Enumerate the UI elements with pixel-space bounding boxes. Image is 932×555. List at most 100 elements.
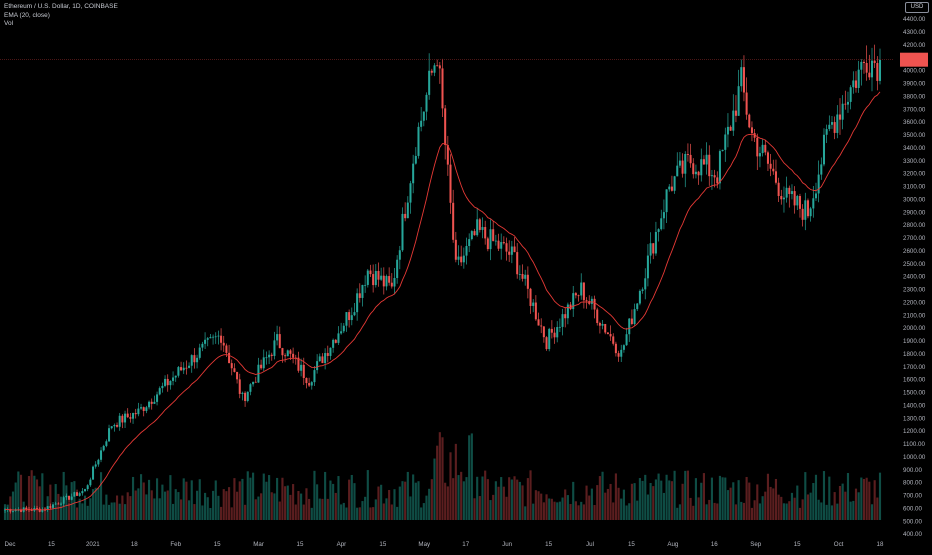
volume-bar	[852, 500, 855, 520]
volume-bar	[131, 476, 135, 520]
volume-bar	[708, 499, 711, 520]
candle-body	[438, 65, 441, 69]
ema-indicator-label[interactable]: EMA (20, close)	[4, 11, 50, 19]
candle-body	[710, 175, 713, 177]
candle-body	[310, 382, 313, 386]
volume-bar	[761, 496, 764, 520]
candle-body	[97, 459, 100, 465]
time-tick-label: Dec	[4, 541, 15, 548]
volume-bar	[262, 473, 265, 520]
candle-body	[772, 168, 775, 172]
volume-bar	[57, 493, 60, 520]
volume-bar	[460, 471, 463, 520]
volume-bar	[126, 492, 129, 520]
volume-bar	[470, 433, 473, 520]
volume-bar	[97, 487, 100, 520]
volume-bar	[502, 486, 505, 520]
candle-body	[342, 325, 345, 332]
volume-bar	[804, 472, 807, 520]
candle-body	[865, 63, 868, 73]
volume-bar	[284, 486, 287, 520]
time-tick-label: Oct	[834, 541, 844, 548]
volume-bar	[838, 485, 842, 520]
candle-body	[57, 503, 60, 505]
candle-body	[353, 312, 356, 316]
candle-body	[860, 61, 863, 70]
volume-bar	[532, 503, 535, 520]
volume-bar	[601, 471, 604, 520]
volume-bar	[398, 486, 401, 520]
candle-body	[809, 208, 812, 217]
candle-body	[158, 388, 161, 395]
volume-bar	[673, 470, 676, 520]
volume-bar	[748, 482, 751, 520]
volume-bar	[814, 474, 818, 520]
candle-body	[182, 367, 185, 371]
volume-bar	[294, 504, 297, 520]
currency-button[interactable]: USD	[905, 2, 929, 13]
volume-bar	[449, 452, 452, 520]
candle-body	[646, 255, 649, 279]
candle-body	[633, 309, 636, 324]
candle-body	[534, 302, 537, 320]
candle-body	[332, 339, 335, 348]
volume-bar	[78, 498, 81, 520]
volume-bar	[825, 504, 828, 520]
candle-body	[769, 163, 772, 169]
volume-bar	[700, 482, 703, 520]
candle-body	[454, 239, 457, 260]
candle-body	[556, 327, 559, 338]
volume-bar	[342, 502, 345, 520]
volume-bar	[27, 476, 31, 520]
volume-bar	[198, 479, 201, 520]
volume-bar	[385, 498, 388, 520]
candle-body	[190, 355, 193, 366]
volume-bar	[102, 504, 105, 520]
candle-body	[278, 334, 281, 349]
candle-body	[292, 353, 295, 358]
candle-body	[502, 242, 505, 244]
candle-body	[110, 426, 113, 429]
price-tick-label: 1900.00	[903, 338, 926, 345]
volume-bar	[308, 498, 311, 520]
volume-bar	[281, 477, 284, 520]
candle-body	[670, 186, 673, 191]
candle-body	[790, 191, 793, 195]
price-tick-label: 3800.00	[903, 93, 926, 100]
candle-body	[796, 196, 799, 206]
volume-bar	[798, 507, 802, 520]
volume-bar	[422, 503, 425, 520]
price-tick-label: 3100.00	[903, 184, 926, 191]
volume-bar	[598, 476, 601, 520]
time-tick-label: Sep	[750, 541, 762, 548]
candle-body	[134, 413, 137, 415]
volume-bar	[348, 479, 351, 520]
volume-indicator-label[interactable]: Vol	[4, 20, 14, 28]
price-tick-label: 2100.00	[903, 312, 926, 319]
price-tick-label: 1300.00	[903, 415, 926, 422]
volume-bar	[481, 476, 484, 520]
candle-body	[766, 152, 769, 164]
candle-body	[742, 67, 745, 93]
candle-body	[356, 293, 359, 313]
candle-body	[812, 198, 815, 209]
candle-body	[289, 350, 292, 354]
time-tick-label: Jun	[502, 541, 513, 548]
volume-bar	[41, 473, 44, 520]
candle-body	[217, 335, 220, 337]
volume-bar	[70, 482, 73, 520]
volume-bar	[196, 490, 199, 520]
volume-bar	[433, 458, 436, 520]
volume-bar	[646, 494, 649, 520]
time-tick-label: Jul	[586, 541, 594, 548]
candle-body	[9, 509, 12, 512]
candle-body	[409, 183, 412, 203]
candle-body	[230, 363, 233, 369]
price-tick-label: 2600.00	[903, 248, 926, 255]
time-tick-label: Feb	[170, 541, 181, 548]
candle-body	[430, 70, 433, 73]
symbol-title[interactable]: Ethereum / U.S. Dollar, 1D, COINBASE	[4, 3, 118, 10]
volume-bar	[369, 507, 372, 520]
